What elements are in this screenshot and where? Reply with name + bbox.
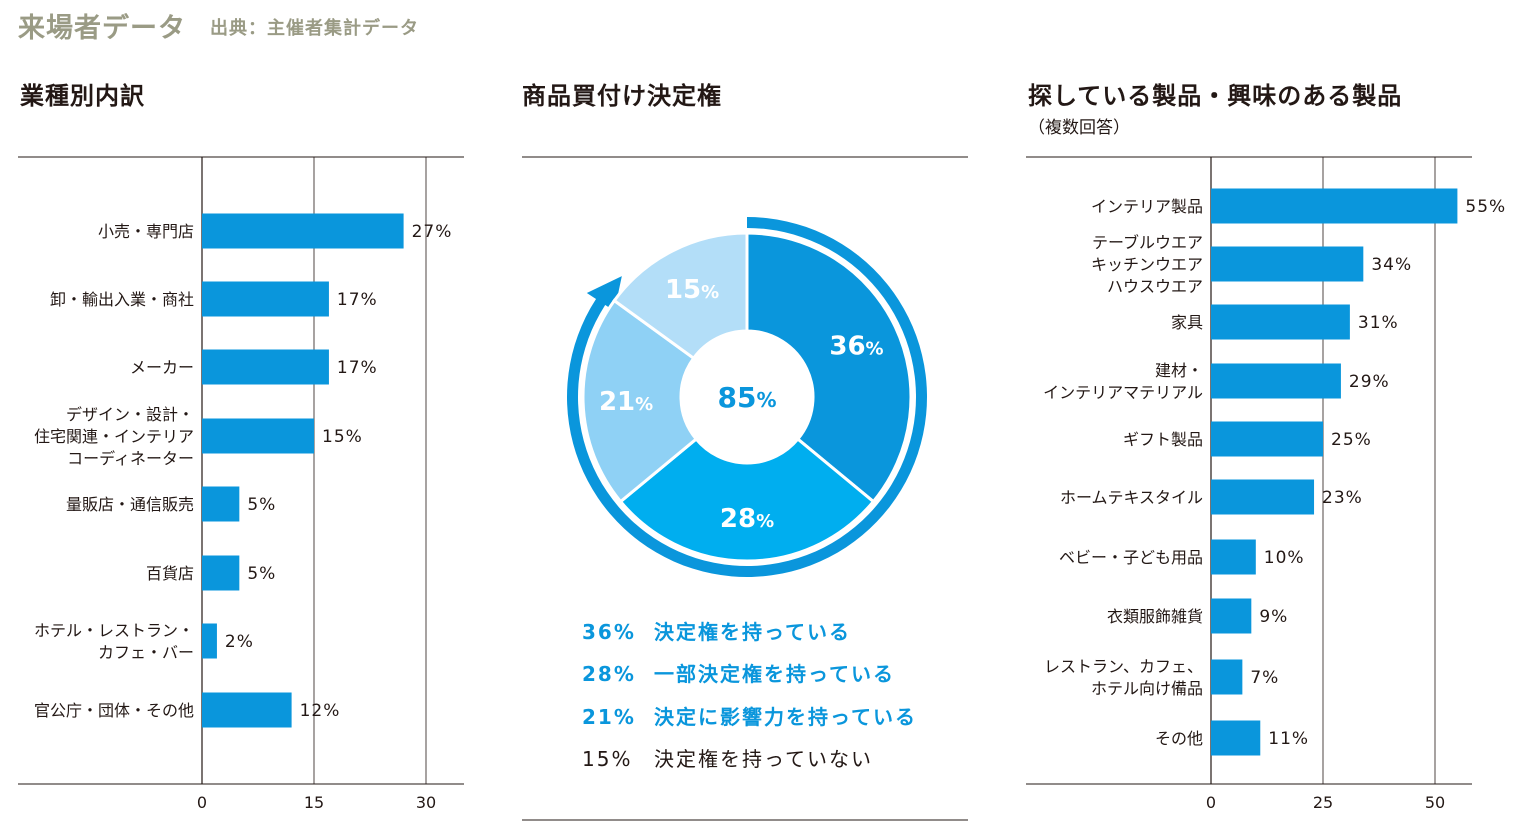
legend-item: 15% 決定権を持っていない: [582, 743, 873, 772]
category-label: テーブルウエアキッチンウエアハウスウエア: [1091, 233, 1203, 296]
page-title: 来場者データ: [18, 13, 186, 44]
value-label: 23%: [1322, 488, 1363, 508]
bar: [1211, 598, 1252, 634]
legend-item: 28% 一部決定権を持っている: [582, 658, 895, 687]
value-label: 7%: [1250, 668, 1279, 688]
value-label: 34%: [1371, 255, 1412, 275]
value-label: 55%: [1465, 197, 1506, 217]
category-label: 卸・輸出入業・商社: [50, 290, 194, 309]
donut-slice: [618, 436, 876, 563]
bar: [1211, 720, 1261, 756]
bar: [1211, 246, 1364, 282]
legend-label: 決定権を持っている: [654, 620, 851, 644]
bar: [1211, 188, 1458, 224]
value-label: 12%: [300, 701, 341, 721]
value-label: 17%: [337, 290, 378, 310]
source-note: 出典：主催者集計データ: [210, 18, 419, 39]
x-tick-label: 25: [1313, 793, 1333, 812]
bar: [202, 281, 329, 317]
category-label: 小売・専門店: [98, 222, 194, 241]
legend-percent: 21%: [582, 705, 636, 729]
category-label: レストラン、カフェ、ホテル向け備品: [1044, 657, 1203, 698]
value-label: 27%: [412, 222, 453, 242]
bar: [202, 692, 292, 728]
bar: [1211, 539, 1256, 575]
category-label: 百貨店: [146, 564, 194, 583]
category-label: 家具: [1171, 313, 1203, 332]
value-label: 11%: [1268, 729, 1309, 749]
chart2-title: 商品買付け決定権: [522, 82, 722, 110]
category-label: ベビー・子ども用品: [1059, 548, 1203, 567]
bar: [202, 623, 217, 659]
legend-item: 21% 決定に影響力を持っている: [582, 701, 917, 730]
center-total-label: 85%: [717, 381, 776, 414]
bar: [202, 418, 314, 454]
bar: [1211, 479, 1315, 515]
x-tick-label: 30: [416, 793, 436, 812]
value-label: 17%: [337, 358, 378, 378]
category-label: メーカー: [130, 358, 194, 377]
value-label: 10%: [1264, 548, 1305, 568]
legend-label: 一部決定権を持っている: [654, 662, 895, 686]
x-tick-label: 50: [1425, 793, 1445, 812]
value-label: 9%: [1259, 607, 1288, 627]
legend-label: 決定権を持っていない: [654, 747, 873, 771]
legend-percent: 36%: [582, 620, 636, 644]
category-label: ギフト製品: [1123, 430, 1203, 449]
chart3-subtitle: （複数回答）: [1028, 118, 1130, 138]
chart1-title: 業種別内訳: [20, 82, 145, 110]
bar: [1211, 659, 1243, 695]
bar: [202, 486, 240, 522]
bar: [1211, 363, 1341, 399]
category-label: インテリア製品: [1091, 197, 1203, 216]
x-tick-label: 0: [197, 793, 207, 812]
value-label: 31%: [1358, 313, 1399, 333]
slice-label: 21%: [599, 387, 653, 417]
legend-label: 決定に影響力を持っている: [654, 705, 917, 729]
bar: [202, 555, 240, 591]
bar: [202, 349, 329, 385]
x-tick-label: 15: [304, 793, 324, 812]
value-label: 25%: [1331, 430, 1372, 450]
slice-label: 28%: [720, 504, 774, 534]
category-label: その他: [1155, 729, 1203, 748]
donut-slice: [612, 231, 749, 361]
bar: [1211, 421, 1323, 457]
category-label: 官公庁・団体・その他: [34, 701, 194, 720]
bar: [202, 213, 404, 249]
value-label: 29%: [1349, 372, 1390, 392]
donut-slice: [745, 231, 913, 504]
x-tick-label: 0: [1206, 793, 1216, 812]
value-label: 15%: [322, 427, 363, 447]
slice-label: 15%: [665, 275, 719, 305]
category-label: 衣類服飾雑貨: [1107, 607, 1203, 626]
category-label: デザイン・設計・住宅関連・インテリアコーディネーター: [34, 405, 194, 468]
category-label: ホームテキスタイル: [1060, 488, 1203, 507]
category-label: 量販店・通信販売: [66, 495, 194, 514]
value-label: 5%: [247, 495, 276, 515]
category-label: 建材・インテリアマテリアル: [1043, 361, 1203, 402]
value-label: 5%: [247, 564, 276, 584]
category-label: ホテル・レストラン・カフェ・バー: [34, 621, 194, 662]
legend-percent: 28%: [582, 662, 636, 686]
legend-percent: 15%: [582, 747, 633, 771]
chart3-title: 探している製品・興味のある製品: [1028, 82, 1403, 110]
slice-label: 36%: [829, 331, 883, 361]
donut-slice: [581, 298, 699, 504]
value-label: 2%: [225, 632, 254, 652]
legend-item: 36% 決定権を持っている: [582, 616, 851, 645]
bar: [1211, 304, 1350, 340]
